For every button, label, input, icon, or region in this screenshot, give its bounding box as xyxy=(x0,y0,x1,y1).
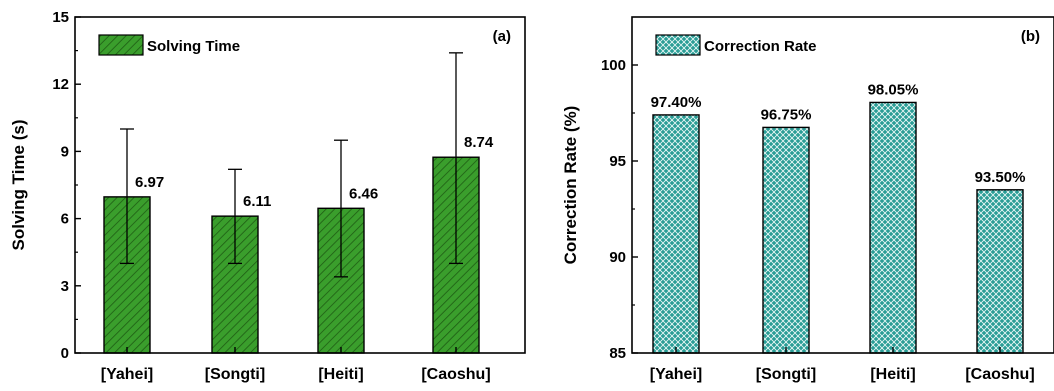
legend: Solving Time xyxy=(98,34,240,56)
y-axis-label: Solving Time (s) xyxy=(9,120,28,251)
y-tick-label: 6 xyxy=(61,211,69,228)
y-tick-label: 9 xyxy=(61,143,69,160)
x-tick-label: [Caoshu] xyxy=(965,366,1034,383)
legend-swatch xyxy=(655,34,701,56)
x-tick-label: [Heiti] xyxy=(870,366,915,383)
value-label: 6.11 xyxy=(243,193,271,210)
value-label-group: 97.40% 96.75% 98.05% 93.50% xyxy=(651,81,1026,185)
y-tick-label: 3 xyxy=(61,278,69,295)
value-label: 98.05% xyxy=(868,81,919,98)
y-tick-label: 100 xyxy=(601,57,626,74)
x-axis-ticks: [Yahei] [Songti] [Heiti] [Caoshu] xyxy=(650,347,1035,383)
y-tick-label: 12 xyxy=(52,76,69,93)
legend-swatch xyxy=(98,34,144,56)
x-tick-label: [Caoshu] xyxy=(421,366,490,383)
bar xyxy=(869,101,917,354)
bar-group xyxy=(652,101,1024,354)
y-axis-label: Correction Rate (%) xyxy=(561,106,580,265)
x-tick-label: [Songti] xyxy=(205,366,265,383)
bar xyxy=(652,114,700,354)
value-label: 8.74 xyxy=(464,134,494,151)
x-axis-ticks: [Yahei] [Songti] [Heiti] [Caoshu] xyxy=(101,347,491,383)
y-tick-label: 0 xyxy=(61,345,69,362)
value-label: 93.50% xyxy=(975,169,1026,186)
panel-label: (b) xyxy=(1021,28,1040,45)
x-tick-label: [Heiti] xyxy=(318,366,363,383)
legend-label: Correction Rate xyxy=(704,38,817,55)
bar xyxy=(762,126,810,354)
chart-panel-a: 6.97 6.11 6.46 8.74 0 3 6 9 12 15 [Yahei] [Songti… xyxy=(9,9,526,383)
legend-label: Solving Time xyxy=(147,38,240,55)
value-label: 97.40% xyxy=(651,94,702,111)
bar xyxy=(976,189,1024,354)
plot-frame xyxy=(74,16,526,354)
y-axis-ticks: 0 3 6 9 12 15 xyxy=(52,9,81,362)
value-label: 6.46 xyxy=(349,185,378,202)
chart-panel-b: 97.40% 96.75% 98.05% 93.50% 85 90 95 100 [Yahe… xyxy=(561,16,1054,383)
value-label: 6.97 xyxy=(135,174,164,191)
legend: Correction Rate xyxy=(655,34,817,56)
value-label: 96.75% xyxy=(761,106,812,123)
plot-frame xyxy=(631,16,1054,354)
y-tick-label: 15 xyxy=(52,9,69,26)
y-tick-label: 90 xyxy=(609,249,626,266)
y-axis-ticks: 85 90 95 100 xyxy=(601,57,638,362)
y-tick-label: 85 xyxy=(609,345,626,362)
value-label-group: 6.97 6.11 6.46 8.74 xyxy=(135,134,494,210)
error-bar-group xyxy=(120,52,463,278)
panel-label: (a) xyxy=(493,28,511,45)
x-tick-label: [Yahei] xyxy=(101,366,153,383)
x-tick-label: [Yahei] xyxy=(650,366,702,383)
x-tick-label: [Songti] xyxy=(756,366,816,383)
y-tick-label: 95 xyxy=(609,153,626,170)
